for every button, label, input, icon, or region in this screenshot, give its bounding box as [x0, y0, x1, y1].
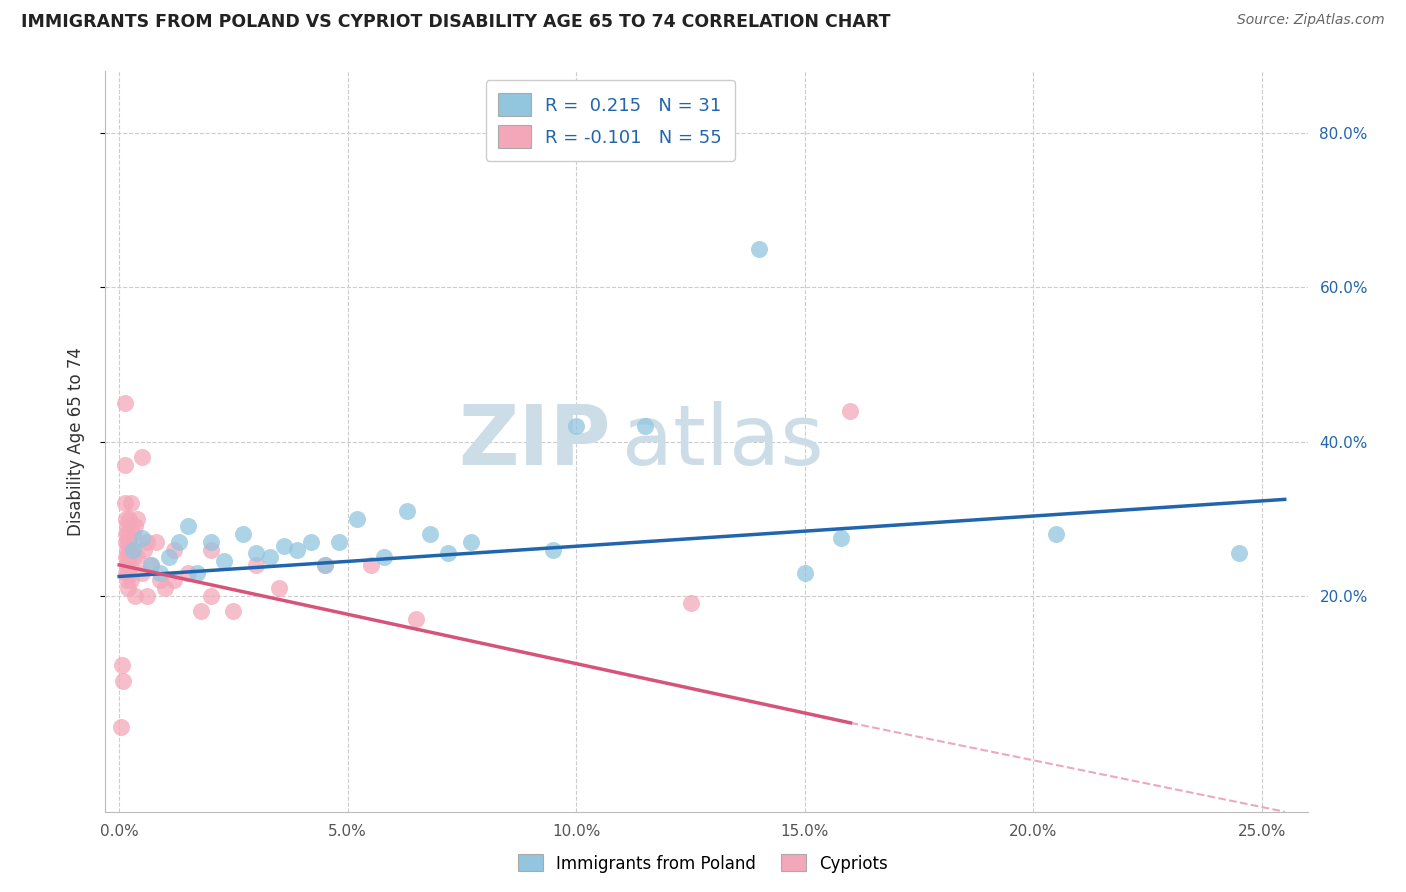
Point — [360, 558, 382, 572]
Point — [346, 511, 368, 525]
Point — [122, 542, 145, 557]
Legend: R =  0.215   N = 31, R = -0.101   N = 55: R = 0.215 N = 31, R = -0.101 N = 55 — [486, 80, 735, 161]
Text: atlas: atlas — [623, 401, 824, 482]
Point — [634, 419, 657, 434]
Point — [177, 519, 200, 533]
Point — [120, 496, 142, 510]
Point — [117, 550, 139, 565]
Point — [115, 542, 138, 557]
Point — [114, 458, 136, 472]
Point — [117, 574, 139, 588]
Point — [245, 546, 267, 560]
Point — [111, 658, 134, 673]
Point — [273, 539, 295, 553]
Point — [437, 546, 460, 560]
Point — [259, 550, 281, 565]
Point — [200, 589, 222, 603]
Point — [118, 558, 141, 572]
Point — [117, 581, 139, 595]
Text: ZIP: ZIP — [458, 401, 610, 482]
Point — [118, 534, 141, 549]
Point — [200, 534, 222, 549]
Point — [419, 527, 441, 541]
Point — [405, 612, 427, 626]
Point — [135, 534, 157, 549]
Point — [115, 534, 138, 549]
Point — [163, 574, 186, 588]
Point — [167, 534, 190, 549]
Point — [114, 396, 136, 410]
Point — [460, 534, 482, 549]
Point — [134, 542, 156, 557]
Point — [314, 558, 336, 572]
Point — [110, 720, 132, 734]
Point — [748, 242, 770, 256]
Point — [117, 527, 139, 541]
Point — [186, 566, 208, 580]
Point — [115, 550, 138, 565]
Point — [124, 519, 146, 533]
Point — [222, 604, 245, 618]
Point — [565, 419, 588, 434]
Point — [159, 550, 181, 565]
Point — [839, 403, 862, 417]
Point — [793, 566, 815, 580]
Text: IMMIGRANTS FROM POLAND VS CYPRIOT DISABILITY AGE 65 TO 74 CORRELATION CHART: IMMIGRANTS FROM POLAND VS CYPRIOT DISABI… — [21, 13, 890, 31]
Point — [117, 519, 139, 533]
Point — [1227, 546, 1250, 560]
Point — [328, 534, 350, 549]
Point — [232, 527, 254, 541]
Point — [127, 511, 149, 525]
Point — [177, 566, 200, 580]
Point — [314, 558, 336, 572]
Point — [115, 511, 138, 525]
Point — [117, 558, 139, 572]
Point — [141, 558, 163, 572]
Point — [117, 534, 139, 549]
Point — [115, 566, 138, 580]
Point — [149, 566, 172, 580]
Point — [163, 542, 186, 557]
Point — [124, 589, 146, 603]
Point — [122, 527, 145, 541]
Y-axis label: Disability Age 65 to 74: Disability Age 65 to 74 — [66, 347, 84, 536]
Point — [131, 566, 153, 580]
Point — [149, 574, 172, 588]
Point — [135, 589, 157, 603]
Point — [115, 527, 138, 541]
Point — [396, 504, 419, 518]
Point — [1045, 527, 1067, 541]
Point — [299, 534, 322, 549]
Point — [114, 496, 136, 510]
Point — [118, 511, 141, 525]
Point — [214, 554, 236, 568]
Point — [245, 558, 267, 572]
Point — [145, 534, 167, 549]
Point — [287, 542, 309, 557]
Point — [118, 542, 141, 557]
Point — [200, 542, 222, 557]
Point — [830, 531, 852, 545]
Point — [131, 531, 153, 545]
Point — [131, 450, 153, 464]
Point — [269, 581, 291, 595]
Text: Source: ZipAtlas.com: Source: ZipAtlas.com — [1237, 13, 1385, 28]
Point — [543, 542, 565, 557]
Point — [153, 581, 176, 595]
Legend: Immigrants from Poland, Cypriots: Immigrants from Poland, Cypriots — [512, 847, 894, 880]
Point — [127, 550, 149, 565]
Point — [190, 604, 212, 618]
Point — [122, 550, 145, 565]
Point — [112, 673, 135, 688]
Point — [373, 550, 395, 565]
Point — [117, 566, 139, 580]
Point — [679, 597, 702, 611]
Point — [141, 558, 163, 572]
Point — [120, 574, 142, 588]
